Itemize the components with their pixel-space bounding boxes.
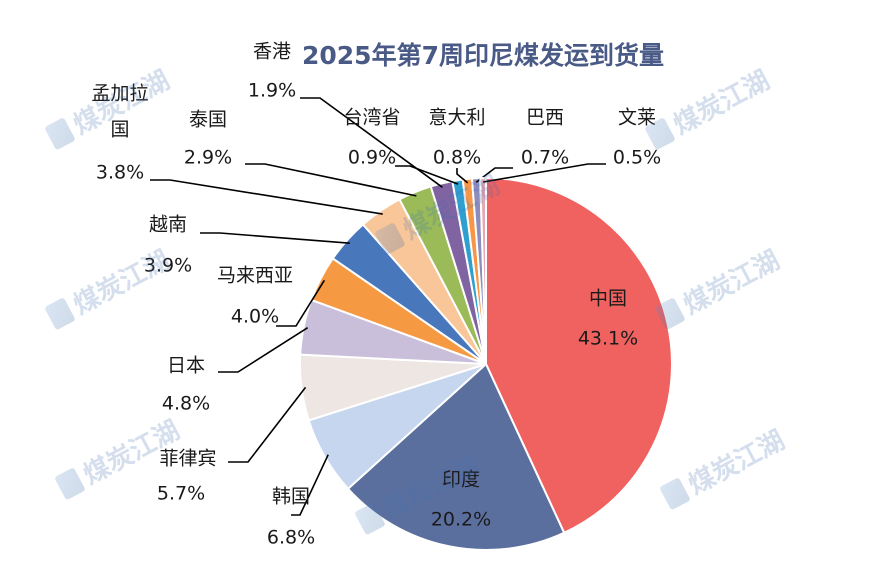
- slice-value-label: 4.0%: [231, 306, 279, 328]
- slice-name-label: 菲律宾: [159, 448, 216, 470]
- slice-value-label: 2.9%: [184, 147, 232, 169]
- slice-name-label: 国: [110, 119, 129, 141]
- slice-name-label: 意大利: [428, 107, 485, 129]
- leader-line: [245, 163, 417, 197]
- slice-value-label: 0.7%: [521, 147, 569, 169]
- leader-line: [228, 386, 307, 463]
- slice-name-label: 巴西: [526, 107, 564, 129]
- slice-name-label: 台湾省: [343, 107, 400, 129]
- slice-name-label: 文莱: [618, 107, 656, 129]
- slice-value-label: 3.9%: [144, 255, 192, 277]
- slice-value-label: 5.7%: [157, 483, 205, 505]
- slice-name-label: 越南: [149, 214, 187, 236]
- leader-line: [456, 168, 469, 184]
- leader-line: [218, 326, 309, 373]
- slice-value-label: 43.1%: [578, 328, 638, 350]
- slice-name-label: 孟加拉: [91, 83, 148, 105]
- slice-value-label: 4.8%: [162, 393, 210, 415]
- leader-line: [276, 279, 326, 327]
- pie-slice: [479, 176, 487, 365]
- slice-value-label: 0.8%: [433, 147, 481, 169]
- leader-line: [200, 232, 350, 245]
- leader-line: [150, 179, 383, 215]
- pie-slice: [485, 176, 673, 535]
- slice-name-label: 中国: [589, 288, 627, 310]
- leader-line: [291, 454, 329, 516]
- slice-value-label: 0.5%: [613, 147, 661, 169]
- slice-name-label: 韩国: [272, 486, 310, 508]
- slice-value-label: 20.2%: [431, 509, 491, 531]
- slice-value-label: 6.8%: [267, 527, 315, 549]
- slice-value-label: 1.9%: [248, 80, 296, 102]
- pie-slice: [346, 362, 566, 551]
- slice-name-label: 日本: [167, 355, 205, 377]
- slice-name-label: 印度: [442, 469, 480, 491]
- slice-value-label: 3.8%: [96, 162, 144, 184]
- chart-title: 2025年第7周印尼煤发运到货量: [302, 41, 664, 70]
- leader-line: [483, 163, 606, 183]
- slice-name-label: 香港: [253, 41, 291, 63]
- slice-value-label: 0.9%: [348, 147, 396, 169]
- leader-line: [300, 97, 443, 188]
- slice-name-label: 泰国: [189, 109, 227, 131]
- leader-line: [395, 165, 459, 185]
- slice-name-label: 马来西亚: [217, 265, 293, 287]
